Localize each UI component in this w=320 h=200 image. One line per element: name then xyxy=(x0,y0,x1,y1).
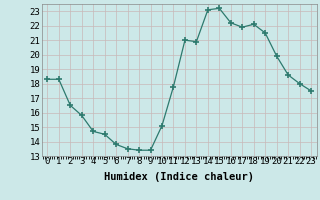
X-axis label: Humidex (Indice chaleur): Humidex (Indice chaleur) xyxy=(104,172,254,182)
